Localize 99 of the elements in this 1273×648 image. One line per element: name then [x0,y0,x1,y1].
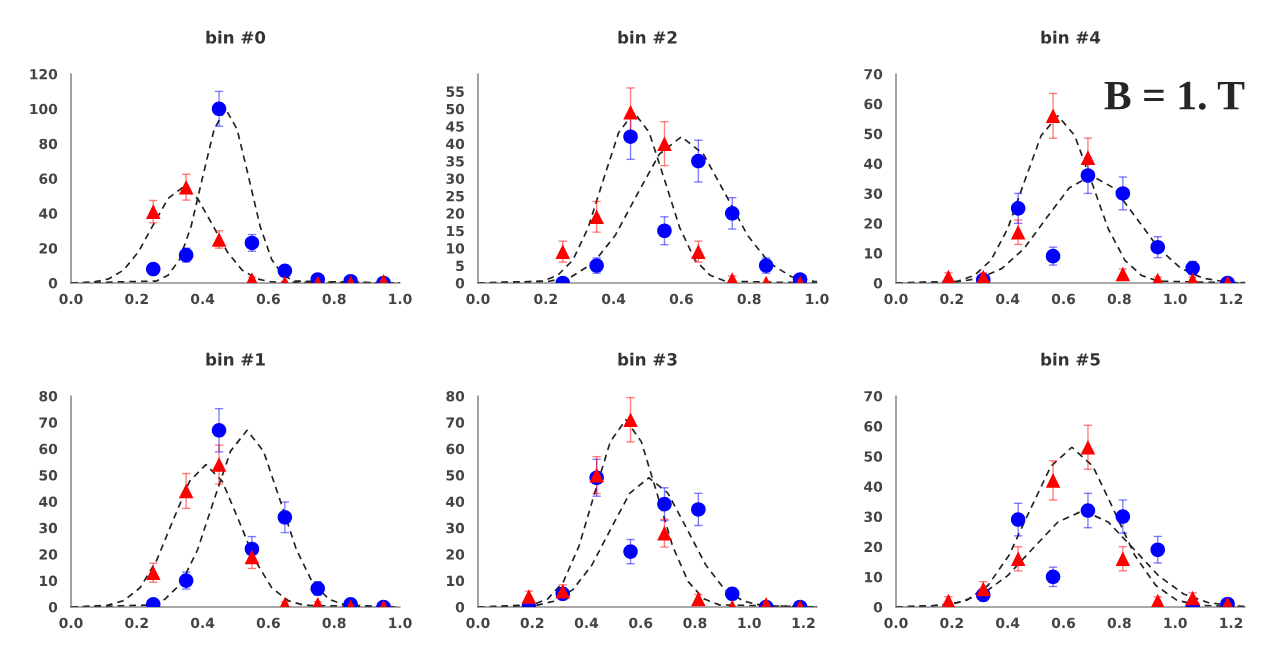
y-tick-label: 20 [864,541,883,553]
x-tick-label: 0.0 [59,293,83,305]
y-tick-label: 50 [446,103,465,115]
y-tick-label: 40 [39,208,58,219]
y-tick-label: 50 [864,451,883,462]
x-tick-label: 0.6 [1051,617,1076,629]
y-tick-label: 30 [864,188,883,199]
y-tick-label: 60 [39,443,58,455]
y-tick-label: 20 [864,218,883,229]
x-tick-label: 1.0 [1164,293,1187,305]
y-tick-label: 30 [446,522,465,534]
y-tick-label: 0 [48,277,58,289]
y-tick-label: 60 [864,98,883,110]
x-tick-label: 0.8 [737,293,761,305]
y-tick-label: 50 [39,470,58,481]
chart-title: bin #2 [618,30,677,44]
x-tick-label: 0.2 [125,617,148,629]
y-tick-label: 10 [40,575,58,587]
y-tick-label: 120 [30,68,58,80]
y-tick-label: 60 [864,421,883,432]
chart-title: bin #0 [206,30,266,44]
x-tick-label: 0.0 [884,617,908,629]
x-tick-label: 0.6 [629,617,653,629]
y-tick-label: 80 [39,390,58,402]
y-tick-label: 55 [446,86,464,97]
x-tick-label: 1.2 [792,617,815,628]
y-tick-label: 20 [39,549,58,560]
y-tick-label: 20 [446,549,465,560]
y-tick-label: 40 [446,496,465,507]
x-tick-label: 0.8 [322,617,346,629]
x-tick-label: 0.4 [190,293,215,305]
chart-title: bin #5 [1041,352,1100,366]
x-tick-label: 0.2 [520,617,544,629]
y-tick-label: 60 [446,443,465,455]
x-tick-label: 0.2 [534,293,557,305]
x-tick-label: 1.0 [389,617,412,629]
y-tick-label: 0 [873,277,883,289]
y-tick-label: 35 [446,156,464,167]
y-tick-label: 70 [39,417,58,428]
y-tick-label: 100 [30,103,58,115]
x-tick-label: 0.6 [256,293,280,305]
x-tick-label: 0.0 [59,617,83,629]
y-tick-label: 70 [864,68,883,80]
x-tick-label: 0.8 [322,293,346,305]
chart-title: bin #4 [1041,30,1101,44]
y-tick-label: 5 [456,260,464,272]
x-tick-label: 0.6 [669,293,693,305]
y-tick-label: 20 [446,208,465,219]
y-tick-label: 10 [865,571,883,583]
x-tick-label: 0.8 [683,617,707,629]
x-tick-label: 0.0 [466,617,490,629]
x-tick-label: 0.4 [601,293,626,305]
x-tick-label: 1.0 [1164,617,1187,629]
y-tick-label: 45 [446,121,464,132]
y-tick-label: 40 [446,138,465,150]
y-tick-label: 0 [48,601,58,613]
y-tick-label: 70 [446,417,465,428]
y-tick-label: 70 [864,390,883,402]
x-tick-label: 1.2 [1220,293,1243,304]
y-tick-label: 40 [864,158,883,170]
x-tick-label: 1.0 [806,293,829,305]
y-tick-label: 0 [455,277,465,289]
y-tick-label: 15 [447,225,464,237]
y-tick-label: 80 [446,390,465,402]
y-tick-label: 30 [864,511,883,523]
y-tick-label: 0 [873,601,883,613]
x-tick-label: 0.8 [1107,617,1131,629]
x-tick-label: 1.2 [1220,617,1243,628]
x-tick-label: 0.0 [884,293,908,305]
x-tick-label: 0.4 [574,617,599,629]
x-tick-label: 0.4 [996,617,1020,629]
x-tick-label: 0.4 [190,617,215,629]
y-tick-label: 10 [447,575,465,587]
chart-title: bin #3 [618,352,677,366]
y-tick-label: 40 [39,496,58,507]
y-tick-label: 0 [455,601,465,613]
x-tick-label: 0.0 [466,293,490,305]
y-tick-label: 20 [39,243,58,254]
y-tick-label: 80 [39,138,58,150]
x-tick-label: 1.0 [389,293,412,305]
x-tick-label: 1.0 [738,617,761,629]
y-tick-label: 30 [39,522,58,534]
chart-title: bin #1 [206,352,265,366]
x-tick-label: 0.6 [256,617,280,629]
y-tick-label: 60 [39,173,58,184]
x-tick-label: 0.6 [1051,293,1076,305]
y-tick-label: 25 [446,190,464,202]
x-tick-label: 0.2 [940,293,963,305]
y-tick-label: 10 [447,243,465,254]
y-tick-label: 40 [864,481,883,492]
annotation: B = 1. T [1104,81,1245,110]
y-tick-label: 50 [446,470,465,481]
x-tick-label: 0.2 [940,617,963,629]
x-tick-label: 0.2 [125,293,148,305]
y-tick-label: 10 [865,248,883,259]
y-tick-label: 50 [864,128,883,140]
x-tick-label: 0.8 [1107,293,1131,305]
y-tick-label: 30 [446,173,465,184]
x-tick-label: 0.4 [996,293,1020,305]
